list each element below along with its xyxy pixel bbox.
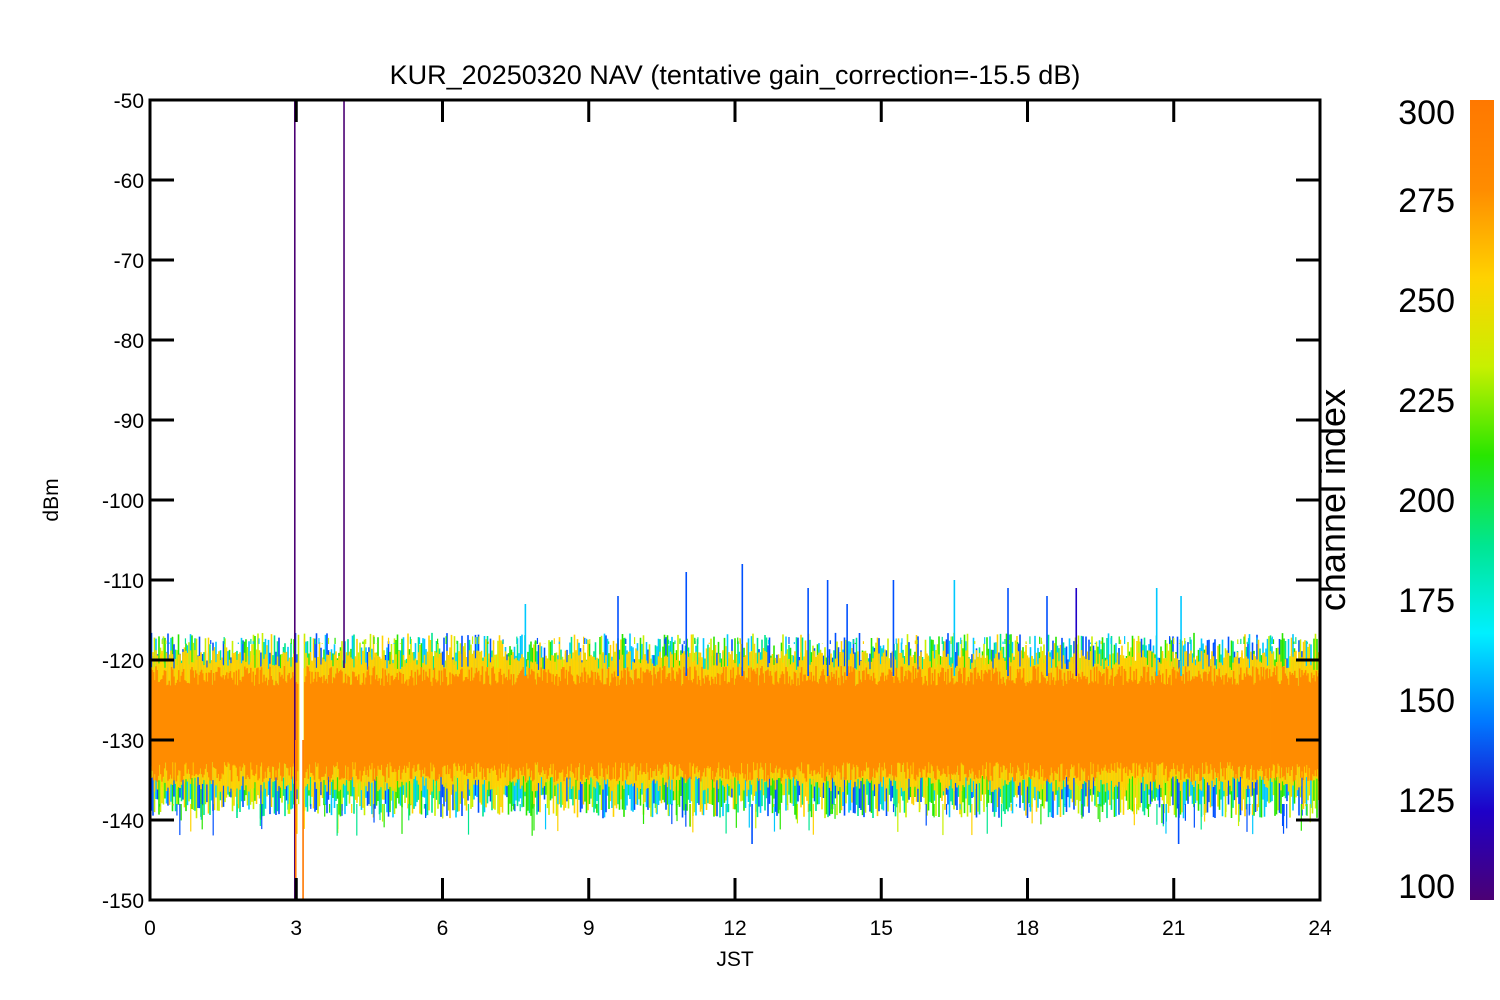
y-tick-label: -80 xyxy=(114,330,144,353)
x-tick-label: 0 xyxy=(144,917,156,940)
colorbar-tick-label: 300 xyxy=(1398,94,1455,132)
x-axis-label: JST xyxy=(716,948,754,971)
y-tick-label: -120 xyxy=(102,650,144,673)
colorbar-tick-label: 125 xyxy=(1398,782,1455,820)
y-tick-label: -130 xyxy=(102,730,144,753)
spike-layer xyxy=(293,100,1182,900)
x-tick-label: 6 xyxy=(437,917,449,940)
x-axis: 0 3 6 9 12 15 18 21 24 xyxy=(144,100,1332,940)
y-tick-label: -90 xyxy=(114,410,144,433)
y-axis: -50 -60 -70 -80 -90 -100 -110 -120 -130 -140 -150 xyxy=(102,90,1320,913)
x-tick-label: 18 xyxy=(1016,917,1039,940)
colorbar-tick-label: 175 xyxy=(1398,582,1455,620)
y-tick-label: -140 xyxy=(102,810,144,833)
y-axis-label: dBm xyxy=(40,478,63,521)
y-tick-label: -150 xyxy=(102,890,144,913)
noise-band xyxy=(150,632,1320,836)
colorbar-tick-label: 200 xyxy=(1398,482,1455,520)
colorbar-gradient xyxy=(1470,100,1494,900)
x-tick-label: 9 xyxy=(583,917,595,940)
y-tick-label: -70 xyxy=(114,250,144,273)
colorbar-label: channel index xyxy=(1312,389,1353,611)
chart-title: KUR_20250320 NAV (tentative gain_correct… xyxy=(390,60,1081,90)
colorbar-tick-label: 100 xyxy=(1398,868,1455,906)
colorbar-tick-label: 250 xyxy=(1398,282,1455,320)
plot-area xyxy=(150,100,1320,900)
colorbar-tick-label: 275 xyxy=(1398,182,1455,220)
colorbar-ticks: 300 275 250 225 200 175 150 125 100 xyxy=(1398,94,1455,906)
x-tick-label: 12 xyxy=(723,917,746,940)
x-tick-label: 21 xyxy=(1162,917,1185,940)
colorbar-tick-label: 150 xyxy=(1398,682,1455,720)
x-tick-label: 24 xyxy=(1308,917,1332,940)
y-tick-label: -100 xyxy=(102,490,144,513)
colorbar: 300 275 250 225 200 175 150 125 100 channel inde… xyxy=(1312,94,1494,906)
y-tick-label: -110 xyxy=(104,570,144,593)
x-tick-label: 15 xyxy=(870,917,893,940)
colorbar-tick-label: 225 xyxy=(1398,382,1455,420)
y-tick-label: -60 xyxy=(114,170,144,193)
y-tick-label: -50 xyxy=(114,90,144,113)
x-tick-label: 3 xyxy=(290,917,302,940)
